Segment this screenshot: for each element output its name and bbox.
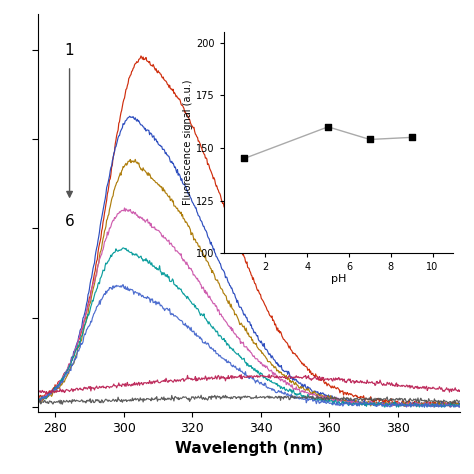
Text: 6: 6 <box>64 214 74 229</box>
X-axis label: Wavelength (nm): Wavelength (nm) <box>175 441 323 456</box>
Text: 1: 1 <box>65 43 74 57</box>
